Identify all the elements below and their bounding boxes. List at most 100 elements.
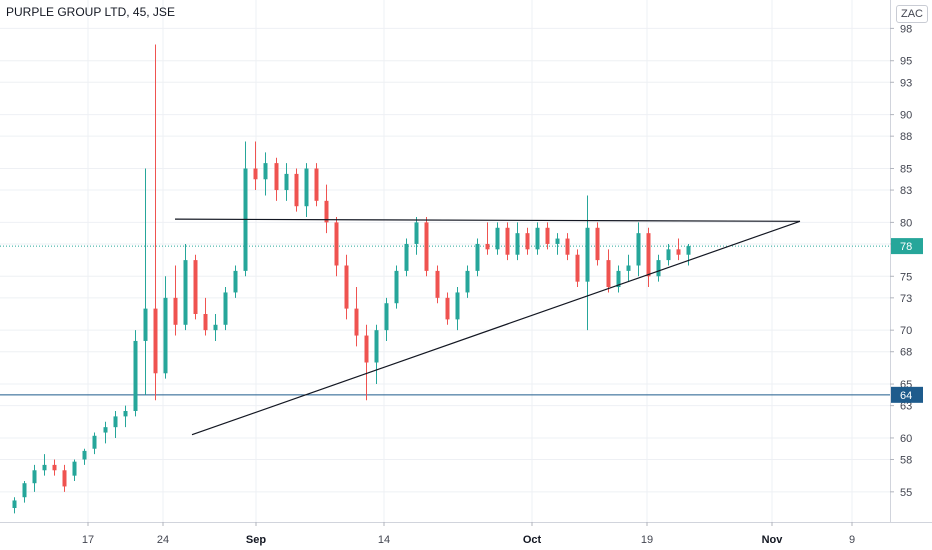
- time-tick-label: 17: [82, 534, 94, 546]
- price-tick-label: 70: [900, 325, 912, 337]
- candle-body: [646, 233, 651, 277]
- time-axis[interactable]: 17 24 Sep 14 Oct 19 Nov 9: [0, 522, 932, 546]
- candle-body: [22, 483, 27, 498]
- level-label: 64: [900, 390, 912, 402]
- price-tick-label: 98: [900, 23, 912, 35]
- candle-body: [455, 292, 460, 320]
- price-axis[interactable]: 5558606365687073757880838588909395987864: [890, 0, 923, 522]
- grid: [0, 0, 890, 522]
- candle-body: [555, 238, 560, 244]
- candle-body: [52, 464, 57, 471]
- candle-body: [62, 470, 67, 487]
- candle-body: [294, 173, 299, 207]
- candle-body: [374, 330, 379, 363]
- candle-body: [173, 297, 178, 325]
- candle-body: [616, 270, 621, 288]
- candle-body: [203, 314, 208, 331]
- candle-body: [324, 200, 329, 223]
- candle-body: [525, 233, 530, 250]
- price-tick-label: 55: [900, 487, 912, 499]
- price-tick-label: 73: [900, 293, 912, 305]
- price-tick-label: 58: [900, 455, 912, 467]
- candle-body: [565, 238, 570, 255]
- candle-body: [274, 163, 279, 191]
- candle-body: [133, 340, 138, 411]
- candle-body: [183, 260, 188, 325]
- time-tick-label: 19: [641, 534, 653, 546]
- price-tick-label: 80: [900, 217, 912, 229]
- candle-body: [656, 260, 661, 277]
- candle-body: [686, 246, 691, 255]
- candle-body: [495, 227, 500, 250]
- candle-body: [123, 411, 128, 417]
- time-tick-label: 9: [849, 534, 855, 546]
- candle-body: [636, 233, 641, 266]
- price-tick-label: 60: [900, 433, 912, 445]
- price-tick-label: 68: [900, 347, 912, 359]
- chart-title: PURPLE GROUP LTD, 45, JSE: [6, 5, 175, 19]
- candle-body: [354, 308, 359, 336]
- candle-body: [414, 222, 419, 244]
- ascending-support-trendline[interactable]: [191, 220, 801, 436]
- candle-body: [575, 254, 580, 282]
- candle-body: [445, 297, 450, 320]
- candle-body: [82, 450, 87, 460]
- candle-body: [606, 260, 611, 288]
- candle-body: [535, 227, 540, 250]
- price-tick-label: 75: [900, 271, 912, 283]
- candle-body: [364, 335, 369, 363]
- candle-body: [12, 500, 17, 508]
- candle-body: [284, 173, 289, 191]
- candle-body: [505, 227, 510, 255]
- candle-body: [515, 233, 520, 255]
- candle-body: [595, 227, 600, 261]
- candles: [12, 44, 691, 514]
- candle-body: [193, 260, 198, 314]
- candle-body: [545, 227, 550, 244]
- candle-body: [113, 416, 118, 428]
- price-tick-label: 88: [900, 131, 912, 143]
- candle-body: [42, 464, 47, 471]
- price-tick-label: 95: [900, 56, 912, 68]
- candle-body: [384, 303, 389, 331]
- candle-body: [585, 227, 590, 282]
- candle-body: [163, 297, 168, 374]
- candle-body: [424, 222, 429, 271]
- time-tick-label: 14: [378, 534, 390, 546]
- candle-body: [92, 435, 97, 449]
- candle-body: [103, 427, 108, 433]
- candle-body: [435, 270, 440, 298]
- price-tick-label: 85: [900, 164, 912, 176]
- candle-body: [344, 265, 349, 309]
- candle-body: [666, 249, 671, 261]
- candle-body: [465, 270, 470, 293]
- level-badge: [891, 386, 923, 403]
- price-tick-label: 83: [900, 185, 912, 197]
- last-price-label: 78: [900, 241, 912, 253]
- horizontal-level: [0, 245, 890, 396]
- time-tick-label: Oct: [523, 534, 542, 546]
- candle-body: [223, 292, 228, 325]
- auto-scale-button[interactable]: ZAC: [896, 5, 928, 23]
- trendlines[interactable]: [174, 218, 801, 436]
- candle-body: [32, 470, 37, 484]
- candle-body: [626, 265, 631, 271]
- candle-body: [153, 308, 158, 374]
- price-tick-label: 90: [900, 110, 912, 122]
- candle-body: [213, 324, 218, 331]
- candle-body: [475, 243, 480, 271]
- time-tick-label: Sep: [246, 534, 266, 546]
- price-tick-label: 93: [900, 77, 912, 89]
- candle-body: [253, 168, 258, 180]
- candle-body: [304, 168, 309, 207]
- resistance-trendline[interactable]: [174, 218, 801, 222]
- last-price-badge: [891, 238, 923, 255]
- candle-body: [314, 168, 319, 201]
- candle-body: [485, 243, 490, 250]
- candle-body: [143, 308, 148, 341]
- time-tick-label: Nov: [762, 534, 784, 546]
- candle-body: [334, 222, 339, 266]
- time-tick-label: 24: [157, 534, 169, 546]
- candle-body: [676, 249, 681, 255]
